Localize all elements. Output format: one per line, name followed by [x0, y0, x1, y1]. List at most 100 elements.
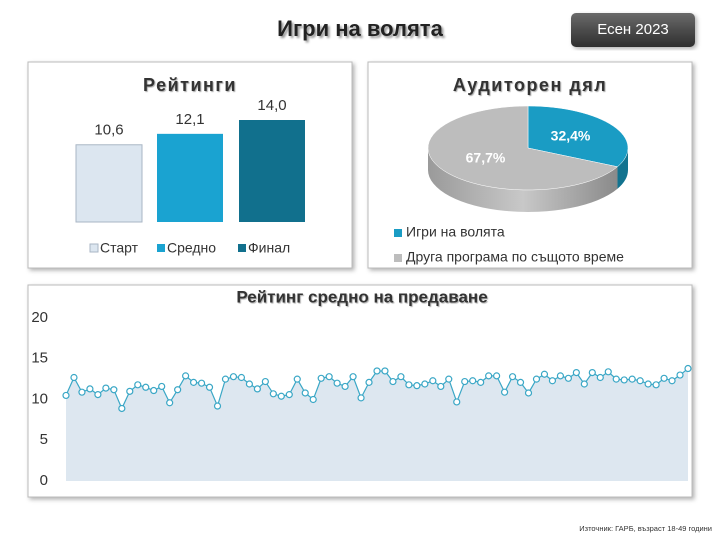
point [301, 389, 309, 397]
point [166, 399, 174, 407]
data-label: 12,1 [175, 111, 204, 128]
legend-swatch [394, 254, 402, 262]
point [253, 385, 261, 393]
point [174, 386, 182, 394]
point [134, 381, 142, 389]
point [540, 370, 549, 378]
point [397, 373, 405, 381]
pie-side [617, 148, 628, 189]
point [596, 373, 604, 382]
point [277, 392, 285, 400]
point [70, 373, 78, 382]
point [373, 367, 381, 375]
legend-label: Средно [167, 240, 216, 256]
legend-swatch [89, 243, 99, 253]
point [508, 373, 517, 381]
point [548, 377, 557, 385]
point [485, 372, 493, 380]
point [532, 375, 541, 383]
point [564, 374, 572, 382]
point [365, 378, 373, 386]
source-note: Източник: ГАРБ, възраст 18-49 години [579, 524, 712, 533]
pie-side [428, 148, 618, 213]
point [604, 368, 612, 376]
data-label: 67,7% [466, 150, 506, 166]
legend-label: Друга програма по същото време [406, 249, 624, 265]
data-label: 32,4% [551, 128, 591, 144]
point [684, 364, 692, 373]
point [588, 369, 596, 377]
data-label: 14,0 [257, 97, 286, 114]
point [309, 395, 317, 404]
point [189, 378, 198, 386]
point [421, 380, 429, 388]
point [142, 383, 150, 391]
point [580, 380, 588, 388]
point [453, 398, 461, 406]
y-tick-label: 15 [31, 350, 48, 367]
pie-slice [427, 105, 619, 191]
point [349, 373, 357, 381]
point [516, 378, 525, 386]
bar [239, 120, 305, 222]
area [66, 368, 688, 481]
season-badge [571, 13, 695, 47]
point [102, 384, 110, 392]
legend-swatch [157, 244, 165, 252]
point [556, 372, 565, 380]
point [94, 391, 102, 399]
pie-slice [527, 105, 629, 168]
point [668, 377, 676, 385]
point [213, 402, 222, 410]
point [221, 375, 230, 383]
point [182, 372, 190, 380]
point [500, 388, 509, 396]
point [620, 376, 628, 384]
point [197, 379, 206, 387]
point [652, 381, 660, 389]
point [118, 404, 126, 413]
point [437, 382, 445, 391]
page-title: Игри на волята [277, 16, 443, 41]
panel-title: Рейтинг средно на предаване [236, 287, 487, 306]
point [469, 377, 477, 385]
y-tick-label: 10 [31, 390, 48, 407]
point [405, 381, 413, 389]
legend-label: Старт [100, 240, 139, 256]
point [110, 386, 118, 394]
point [261, 377, 269, 386]
point [78, 388, 86, 396]
y-tick-label: 5 [40, 431, 48, 448]
point [126, 387, 134, 395]
point [229, 373, 238, 381]
point [317, 374, 325, 382]
point [413, 382, 421, 390]
point [429, 377, 437, 385]
point [493, 372, 501, 380]
panel-title: Рейтинги [143, 75, 237, 95]
y-tick-label: 0 [40, 472, 48, 489]
point [293, 375, 301, 383]
point [477, 378, 485, 386]
bar [157, 133, 223, 222]
point [150, 386, 158, 395]
point [357, 394, 365, 402]
point [86, 385, 94, 393]
bar [75, 144, 143, 223]
point [245, 380, 254, 388]
point [612, 375, 620, 383]
point [389, 377, 397, 386]
point [628, 375, 636, 383]
point [205, 383, 214, 391]
point [325, 373, 333, 381]
y-tick-label: 20 [31, 309, 48, 326]
point [636, 377, 644, 385]
data-label: 10,6 [94, 122, 123, 139]
point [341, 382, 349, 391]
legend-label: Финал [248, 240, 290, 256]
point [445, 375, 453, 383]
point [524, 389, 533, 397]
panel-title: Аудиторен дял [453, 75, 607, 95]
legend-label: Игри на волята [406, 224, 505, 240]
